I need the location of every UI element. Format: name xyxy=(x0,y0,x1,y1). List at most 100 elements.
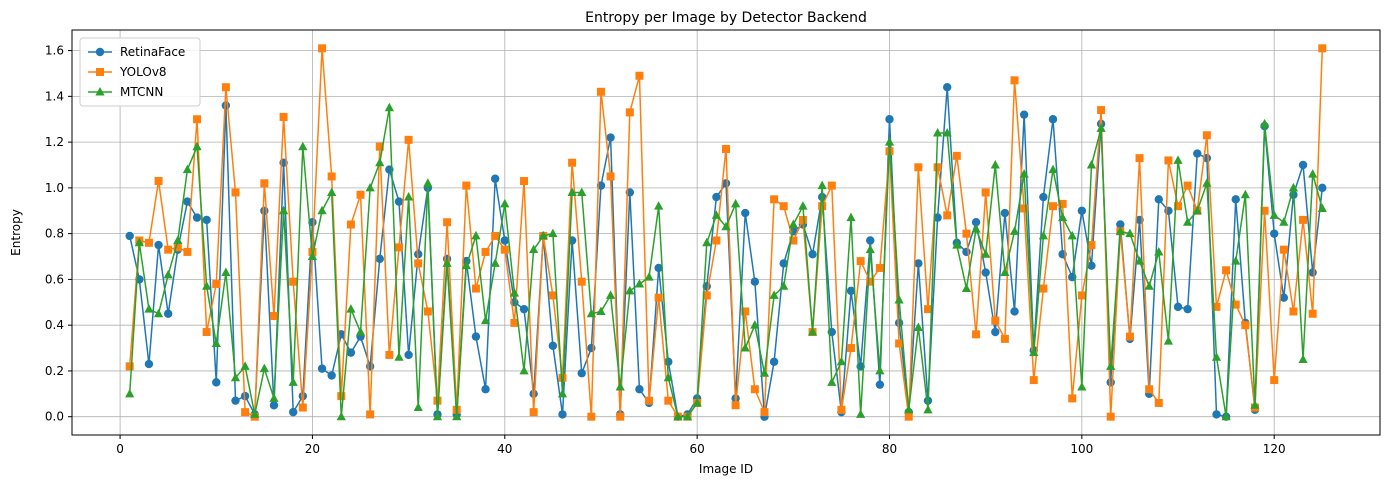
x-axis-label: Image ID xyxy=(699,462,753,476)
yolov8-point xyxy=(529,408,538,417)
mtcnn-series xyxy=(125,102,1327,421)
retinaface-point xyxy=(558,410,567,419)
mtcnn-point xyxy=(1134,256,1145,265)
yolov8-point xyxy=(260,179,269,188)
mtcnn-point xyxy=(490,258,500,267)
yolov8-point xyxy=(1222,266,1231,275)
retinaface-point xyxy=(192,213,202,222)
mtcnn-point xyxy=(1009,226,1020,235)
mtcnn-point xyxy=(278,205,289,215)
mtcnn-point xyxy=(1288,182,1299,192)
retinaface-point xyxy=(154,240,163,250)
mtcnn-point xyxy=(990,160,1000,169)
yolov8-point xyxy=(645,396,654,405)
retinaface-point xyxy=(1164,206,1173,215)
y-tick-label: 0.6 xyxy=(45,272,64,286)
yolov8-point xyxy=(395,243,403,252)
retinaface-point xyxy=(577,369,586,378)
yolov8-point xyxy=(750,385,759,394)
retinaface-point xyxy=(914,259,923,268)
retinaface-point xyxy=(1279,293,1289,302)
retinaface-point xyxy=(1183,304,1192,314)
yolov8-point xyxy=(654,293,663,302)
x-tick-label: 100 xyxy=(1070,442,1093,456)
yolov8-point xyxy=(1135,154,1144,163)
mtcnn-point xyxy=(798,201,808,210)
yolov8-point xyxy=(731,401,740,410)
yolov8-point xyxy=(298,403,307,412)
yolov8-point xyxy=(1212,302,1221,311)
x-tick-label: 40 xyxy=(497,442,512,456)
yolov8-point xyxy=(346,220,355,229)
yolov8-point xyxy=(327,172,336,181)
yolov8-point xyxy=(183,247,192,256)
retinaface-point xyxy=(212,378,221,387)
retinaface-point xyxy=(654,263,663,273)
mtcnn-point xyxy=(894,295,904,304)
yolov8-point xyxy=(722,144,730,153)
yolov8-point xyxy=(520,177,529,186)
legend-marker xyxy=(95,87,105,96)
retinaface-point xyxy=(144,359,154,369)
mtcnn-point xyxy=(1279,217,1289,226)
mtcnn-point xyxy=(981,249,991,258)
yolov8-point xyxy=(914,163,923,172)
retinaface-point xyxy=(1048,115,1058,124)
mtcnn-point xyxy=(817,180,827,190)
mtcnn-point xyxy=(740,343,750,352)
mtcnn-point xyxy=(1096,123,1106,132)
yolov8-series xyxy=(125,44,1327,421)
retinaface-point xyxy=(779,259,788,268)
retinaface-point xyxy=(1000,208,1010,218)
mtcnn-point xyxy=(1086,160,1097,169)
y-tick-label: 0.0 xyxy=(45,410,64,424)
retinaface-point xyxy=(269,401,279,410)
mtcnn-point xyxy=(711,210,721,219)
yolov8-point xyxy=(471,284,480,293)
yolov8-point xyxy=(972,330,981,339)
yolov8-point xyxy=(1202,131,1211,140)
y-axis-label: Entropy xyxy=(9,209,23,256)
mtcnn-point xyxy=(1308,169,1318,178)
retinaface-point xyxy=(221,101,231,110)
retinaface-point xyxy=(1116,220,1125,229)
mtcnn-point xyxy=(250,409,260,418)
yolov8-point xyxy=(1260,206,1269,215)
yolov8-point xyxy=(596,87,605,96)
yolov8-point xyxy=(991,316,1000,325)
mtcnn-point xyxy=(1125,228,1135,238)
retinaface-point xyxy=(1010,307,1019,316)
yolov8-point xyxy=(1049,202,1057,211)
mtcnn-point xyxy=(1231,256,1241,265)
mtcnn-point xyxy=(1183,217,1193,226)
y-tick-label: 0.8 xyxy=(45,227,64,241)
yolov8-point xyxy=(1231,300,1240,309)
retinaface-point xyxy=(1019,110,1029,119)
mtcnn-point xyxy=(702,237,712,247)
mtcnn-point xyxy=(1115,226,1125,235)
y-tick-label: 1.2 xyxy=(45,135,64,149)
retinaface-point xyxy=(490,174,500,183)
mtcnn-point xyxy=(807,327,818,336)
mtcnn-point xyxy=(1173,155,1183,164)
retinaface-point xyxy=(991,327,1000,337)
yolov8-point xyxy=(500,245,509,254)
mtcnn-point xyxy=(298,141,308,151)
mtcnn-point xyxy=(1058,212,1068,222)
mtcnn-point xyxy=(577,187,587,196)
mtcnn-point xyxy=(779,281,789,290)
yolov8-point xyxy=(154,177,163,186)
yolov8-point xyxy=(548,291,557,300)
mtcnn-point xyxy=(673,411,683,421)
mtcnn-point xyxy=(769,290,779,299)
mtcnn-point xyxy=(605,290,616,299)
axis-ticks: 0 20 40 60 80 100 120 0.0 0.2 0.4 0.6 0.8 1.0 1.2 1.4 1… xyxy=(45,44,1286,456)
mtcnn-point xyxy=(1019,169,1029,178)
legend-box xyxy=(79,37,201,107)
mtcnn-point xyxy=(519,365,529,375)
mtcnn-point xyxy=(538,230,548,240)
yolov8-point xyxy=(144,238,153,247)
retinaface-point xyxy=(664,357,673,366)
mtcnn-point xyxy=(1211,352,1222,361)
x-tick-label: 20 xyxy=(305,442,320,456)
